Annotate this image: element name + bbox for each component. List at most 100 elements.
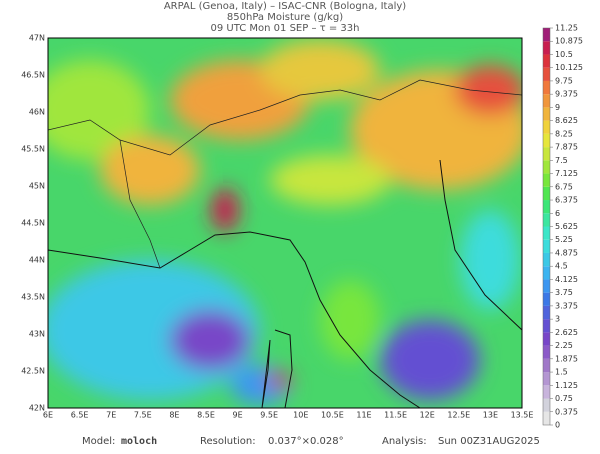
colorbar-segment	[543, 252, 550, 267]
colorbar-label: 4.5	[555, 262, 568, 271]
lon-label: 7.5E	[134, 411, 152, 420]
colorbar-segment	[543, 372, 550, 386]
colorbar-label: 1.125	[555, 381, 578, 390]
colorbar-label: 7.125	[555, 169, 578, 178]
colorbar-segment	[543, 345, 550, 359]
colorbar-segment	[543, 107, 550, 121]
colorbar-segment	[543, 385, 550, 399]
colorbar-label: 0	[555, 421, 560, 430]
lon-label: 12.5E	[447, 411, 470, 420]
footer-label: Analysis:	[382, 436, 427, 447]
colorbar-segment	[543, 305, 550, 320]
colorbar-label: 8.25	[555, 129, 573, 138]
colorbar-segment	[543, 120, 550, 134]
colorbar-segment	[543, 213, 550, 227]
lon-label: 8.5E	[197, 411, 215, 420]
moisture-field	[48, 38, 522, 408]
colorbar-label: 0.375	[555, 407, 578, 416]
lat-label: 44.5N	[21, 219, 45, 228]
lon-label: 6.5E	[71, 411, 89, 420]
colorbar-label: 9	[555, 103, 560, 112]
lon-label: 13.5E	[511, 411, 534, 420]
colorbar-label: 9.75	[555, 76, 573, 85]
coastline	[261, 329, 293, 408]
lat-label: 42.5N	[21, 367, 45, 376]
colorbar-segment	[543, 332, 550, 346]
lon-label: 9.5E	[260, 411, 278, 420]
colorbar-label: 1.5	[555, 368, 568, 377]
footer-label: Resolution:	[200, 436, 256, 447]
colorbar-segment	[543, 226, 550, 240]
colorbar-label: 8.625	[555, 116, 578, 125]
lon-label: 7E	[106, 411, 116, 420]
colorbar-label: 3.75	[555, 288, 573, 297]
colorbar-segment	[543, 358, 550, 373]
lon-label: 6E	[43, 411, 53, 420]
colorbar-label: 0.75	[555, 394, 573, 403]
colorbar-label: 5.625	[555, 222, 578, 231]
colorbar-segment	[543, 411, 550, 425]
colorbar-label: 9.375	[555, 90, 578, 99]
colorbar-label: 10.125	[555, 63, 583, 72]
lat-label: 42N	[29, 404, 45, 413]
colorbar-label: 3.375	[555, 301, 578, 310]
border	[48, 79, 522, 156]
map-frame	[47, 37, 523, 409]
colorbar-segment	[543, 398, 550, 412]
colorbar-segment	[543, 160, 550, 174]
colorbar-label: 10.5	[555, 50, 573, 59]
lon-label: 10E	[293, 411, 308, 420]
lat-label: 44N	[29, 256, 45, 265]
lon-label: 9E	[233, 411, 243, 420]
lat-label: 43.5N	[21, 293, 45, 302]
colorbar-label: 3	[555, 315, 560, 324]
colorbar-label: 11.25	[555, 24, 578, 33]
header-line: 09 UTC Mon 01 SEP – τ = 33h	[211, 23, 360, 34]
footer-value: moloch	[121, 436, 157, 447]
colorbar-label: 10.875	[555, 37, 583, 46]
colorbar-segment	[543, 80, 550, 95]
colorbar-segment	[543, 266, 550, 280]
colorbar-label: 2.625	[555, 328, 578, 337]
colorbar-segment	[543, 173, 550, 187]
colorbar-segment	[543, 239, 550, 253]
colorbar-segment	[543, 94, 550, 108]
lat-label: 43N	[29, 330, 45, 339]
colorbar-label: 5.25	[555, 235, 573, 244]
footer-value: Sun 00Z31AUG2025	[438, 436, 540, 447]
lon-label: 13E	[483, 411, 498, 420]
lon-label: 8E	[169, 411, 179, 420]
coastline	[439, 159, 522, 331]
border	[119, 139, 161, 269]
lat-label: 46.5N	[21, 71, 45, 80]
footer-value: 0.037°×0.028°	[268, 436, 344, 447]
header-line: 850hPa Moisture (g/kg)	[227, 12, 343, 23]
lon-label: 12E	[420, 411, 435, 420]
colorbar-segment	[543, 28, 550, 42]
colorbar-label: 6.375	[555, 196, 578, 205]
colorbar-label: 4.875	[555, 248, 578, 257]
colorbar-label: 1.875	[555, 354, 578, 363]
lon-label: 11.5E	[384, 411, 407, 420]
colorbar-label: 2.25	[555, 341, 573, 350]
lon-label: 10.5E	[321, 411, 344, 420]
colorbar-segment	[543, 279, 550, 293]
lat-label: 47N	[29, 34, 45, 43]
colorbar-segment	[543, 54, 550, 68]
colorbar-label: 4.125	[555, 275, 578, 284]
lat-label: 45N	[29, 182, 45, 191]
colorbar-segment	[543, 67, 550, 81]
lat-label: 45.5N	[21, 145, 45, 154]
lon-label: 11E	[356, 411, 371, 420]
colorbar-segment	[543, 186, 550, 201]
header-line: ARPAL (Genoa, Italy) – ISAC-CNR (Bologna…	[164, 1, 406, 12]
colorbar-segment	[543, 319, 550, 333]
colorbar-label: 7.875	[555, 143, 578, 152]
footer-label: Model:	[82, 436, 115, 447]
lat-label: 46N	[29, 108, 45, 117]
colorbar-segment	[543, 292, 550, 306]
colorbar-segment	[543, 41, 550, 55]
colorbar-segment	[543, 147, 550, 161]
colorbar-label: 6	[555, 209, 560, 218]
